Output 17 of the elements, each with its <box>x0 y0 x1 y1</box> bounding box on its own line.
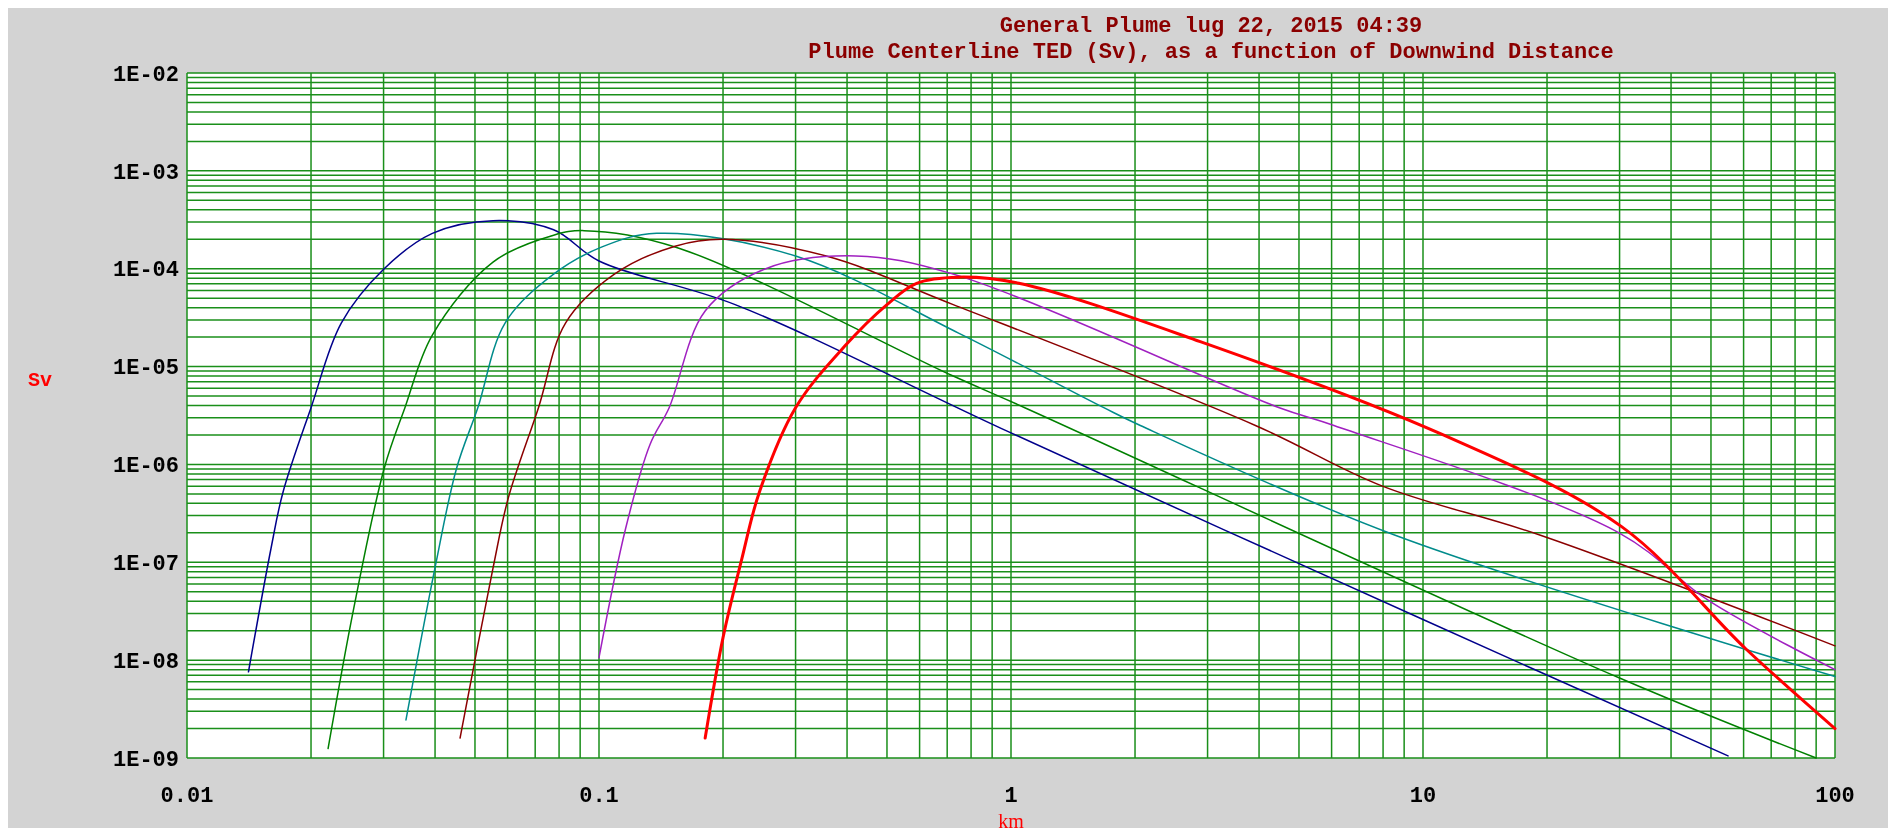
x-tick-label: 10 <box>1409 784 1437 809</box>
x-axis-title: km <box>998 810 1025 832</box>
x-tick-label: 0.01 <box>160 784 214 809</box>
y-tick-label: 1E-03 <box>112 160 179 186</box>
y-axis-title: Sv <box>28 368 53 392</box>
y-tick-label: 1E-02 <box>112 62 179 88</box>
x-tick-label: 1 <box>1004 784 1018 809</box>
chart-subtitle: Plume Centerline TED (Sv), as a function of Downwind Distance <box>808 40 1614 65</box>
x-tick-label: 100 <box>1815 784 1855 809</box>
x-tick-label: 0.1 <box>579 784 619 809</box>
y-tick-label: 1E-06 <box>112 454 179 480</box>
y-tick-label: 1E-09 <box>112 747 179 773</box>
y-tick-label: 1E-07 <box>112 551 179 577</box>
y-tick-label: 1E-04 <box>112 258 179 284</box>
y-tick-label: 1E-08 <box>112 649 179 675</box>
y-tick-label: 1E-05 <box>112 356 179 382</box>
chart-title: General Plume lug 22, 2015 04:39 <box>999 14 1423 39</box>
